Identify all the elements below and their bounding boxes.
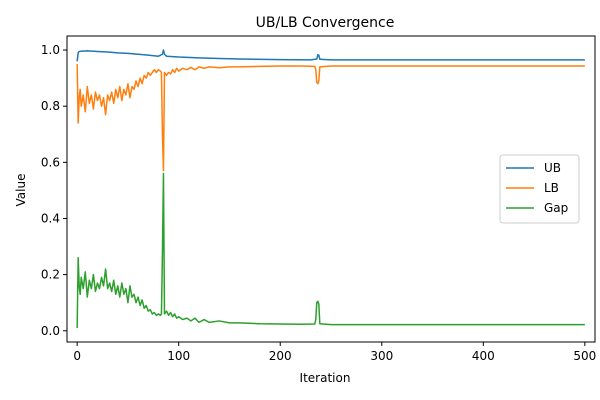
y-tick-label: 0.6 [41,155,60,169]
series-line-lb [76,64,585,172]
y-tick-label: 0.0 [41,324,60,338]
legend: UB LB Gap [499,154,580,224]
y-axis: 0.0 0.2 0.4 0.6 0.8 1.0 [41,43,67,338]
y-tick-label: 0.4 [41,211,60,225]
y-axis-label: Value [14,174,28,207]
legend-label-gap: Gap [544,201,568,215]
axes-frame [66,35,596,343]
x-axis-label: Iteration [300,371,351,385]
plot-area: 0 100 200 300 400 500 0.0 0.2 0.4 0.6 0.8 1.0 [41,35,596,363]
x-tick-label: 300 [370,349,393,363]
x-tick-label: 100 [167,349,190,363]
x-tick-label: 0 [73,349,81,363]
series-line-ub [76,49,585,62]
y-tick-label: 0.2 [41,268,60,282]
chart-title: UB/LB Convergence [256,15,395,31]
legend-label-lb: LB [544,181,559,195]
legend-box [499,154,580,224]
legend-label-ub: UB [544,161,561,175]
y-tick-label: 1.0 [41,43,60,57]
series-line-gap [76,172,585,328]
x-tick-label: 200 [269,349,292,363]
y-tick-label: 0.8 [41,99,60,113]
x-tick-label: 500 [573,349,596,363]
x-axis: 0 100 200 300 400 500 [73,342,596,363]
x-tick-label: 400 [472,349,495,363]
series-layer [76,49,585,328]
